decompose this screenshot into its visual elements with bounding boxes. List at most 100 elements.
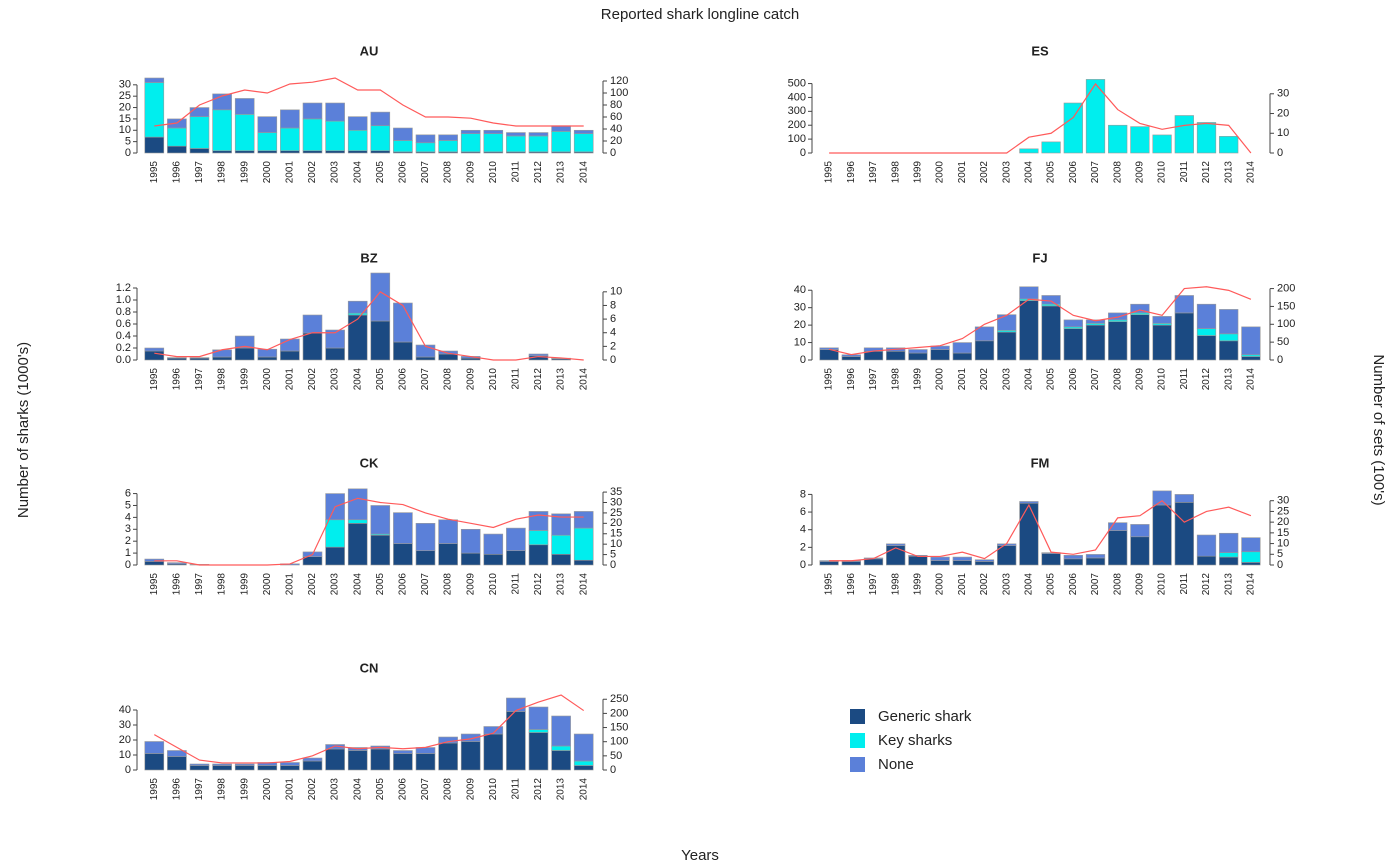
- bar-segment: [167, 750, 187, 757]
- y-tick-label: 40: [794, 284, 806, 296]
- x-tick-label: 2012: [1201, 368, 1212, 391]
- bar-segment: [528, 135, 549, 153]
- x-tick-label: 1999: [913, 368, 924, 391]
- x-tick-label: 2009: [465, 161, 476, 184]
- bar-segment: [908, 555, 928, 566]
- x-tick-label: 2006: [398, 573, 409, 596]
- bar-segment: [370, 320, 391, 361]
- bar-segment: [212, 109, 232, 152]
- bar-segment: [1219, 309, 1239, 335]
- x-tick-label: 2009: [465, 573, 476, 596]
- panel-title: FJ: [1032, 250, 1047, 265]
- x-tick-label: 2002: [979, 573, 990, 596]
- bar-segment: [347, 129, 368, 152]
- bar-segment: [167, 562, 187, 565]
- bar-segment: [1152, 316, 1172, 324]
- bar-segment: [144, 753, 165, 771]
- y2-tick-label: 0: [1277, 147, 1283, 159]
- bar-segment: [347, 519, 368, 524]
- x-tick-label: 2007: [420, 161, 431, 184]
- bar-segment: [234, 98, 255, 115]
- y-tick-label: 10: [794, 336, 806, 348]
- x-tick-label: 2003: [330, 573, 341, 596]
- bar-segment: [167, 145, 187, 154]
- x-tick-label: 2011: [511, 368, 522, 390]
- y2-tick-label: 20: [610, 517, 622, 529]
- bar-segment: [573, 511, 594, 529]
- bar-segment: [1108, 312, 1128, 321]
- bar-segment: [393, 302, 413, 343]
- x-tick-label: 1997: [194, 778, 205, 801]
- bar-segment: [212, 765, 232, 771]
- bar-segment: [1019, 501, 1039, 504]
- y2-tick-label: 4: [610, 327, 616, 339]
- x-tick-label: 2006: [1068, 161, 1079, 184]
- y2-tick-label: 8: [610, 299, 616, 311]
- y-tick-label: 0: [800, 147, 806, 159]
- panel-title: ES: [1031, 43, 1049, 58]
- sets-line: [829, 499, 1252, 562]
- bar-segment: [280, 350, 300, 361]
- bar-segment: [528, 544, 549, 566]
- x-tick-label: 1995: [149, 368, 160, 391]
- bar-segment: [528, 530, 549, 546]
- y2-tick-label: 150: [610, 721, 628, 733]
- x-tick-label: 2006: [398, 161, 409, 184]
- bar-segment: [1241, 551, 1261, 563]
- bar-segment: [370, 748, 391, 771]
- x-tick-label: 2002: [307, 368, 318, 391]
- y-tick-label: 25: [119, 90, 131, 102]
- bar-segment: [144, 77, 165, 83]
- bar-segment: [819, 347, 839, 350]
- bar-segment: [325, 347, 345, 361]
- legend-swatch: [850, 757, 865, 772]
- y2-tick-label: 5: [1277, 548, 1283, 560]
- bar-segment: [370, 505, 391, 535]
- x-tick-label: 1999: [239, 161, 250, 184]
- x-tick-label: 2001: [957, 368, 968, 391]
- x-tick-label: 2004: [1024, 161, 1035, 184]
- bar-segment: [1130, 536, 1150, 566]
- y2-tick-label: 20: [610, 135, 622, 147]
- legend-swatch: [850, 709, 865, 724]
- y2-tick-label: 120: [610, 75, 628, 87]
- x-tick-label: 2003: [1001, 368, 1012, 391]
- bar-segment: [234, 114, 255, 152]
- bar-segment: [370, 534, 391, 566]
- sets-line: [829, 82, 1252, 154]
- bar-segment: [997, 314, 1017, 331]
- bar-segment: [438, 519, 458, 544]
- bar-segment: [460, 129, 481, 134]
- y2-tick-label: 0: [610, 147, 616, 159]
- bar-segment: [886, 543, 906, 546]
- x-tick-label: 1998: [217, 573, 228, 596]
- x-tick-label: 2014: [578, 778, 589, 801]
- bar-segment: [573, 559, 594, 566]
- y-tick-label: 5: [125, 499, 131, 511]
- bar-segment: [1174, 295, 1194, 314]
- x-tick-label: 2000: [262, 368, 273, 391]
- x-tick-label: 2011: [1179, 368, 1190, 390]
- y-tick-label: 3: [125, 523, 131, 535]
- bar-segment: [1174, 494, 1194, 503]
- x-tick-label: 1998: [890, 368, 901, 391]
- bar-segment: [325, 120, 345, 152]
- x-tick-label: 2012: [1201, 161, 1212, 184]
- bar-segment: [930, 556, 950, 561]
- bar-segment: [302, 757, 323, 762]
- y-tick-label: 0: [800, 559, 806, 571]
- y2-tick-label: 5: [610, 548, 616, 560]
- x-tick-label: 1996: [846, 161, 857, 184]
- bar-segment: [393, 543, 413, 566]
- y-tick-label: 100: [788, 133, 806, 145]
- x-tick-label: 2000: [935, 368, 946, 391]
- x-tick-label: 1998: [217, 368, 228, 391]
- bar-segment: [144, 561, 165, 566]
- bar-segment: [1063, 558, 1083, 566]
- y2-tick-label: 15: [610, 528, 622, 540]
- bar-segment: [1241, 326, 1261, 356]
- bar-segment: [257, 356, 278, 361]
- y-tick-label: 6: [125, 487, 131, 499]
- x-tick-label: 2006: [398, 778, 409, 801]
- y-tick-label: 0: [125, 559, 131, 571]
